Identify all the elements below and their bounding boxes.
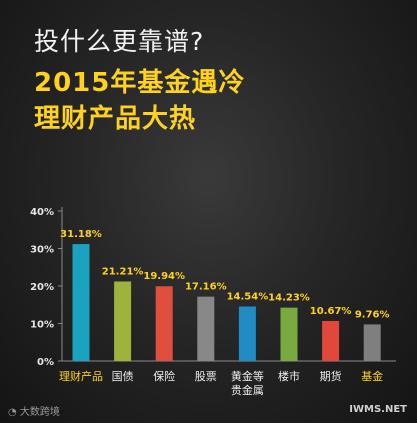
data-label: 9.76%	[355, 309, 390, 320]
data-label: 21.21%	[102, 266, 144, 277]
category-label: 楼市	[278, 369, 300, 383]
footer-logo: ◔ 大数跨境	[8, 407, 60, 418]
data-label: 14.23%	[268, 293, 310, 304]
bar	[280, 307, 298, 361]
logo-text: 大数跨境	[19, 407, 60, 418]
y-tick-label: 0%	[37, 357, 54, 368]
headline-line-2: 理财产品大热	[34, 104, 197, 134]
category-label: 保险	[153, 369, 175, 383]
bar	[238, 306, 256, 361]
bar	[363, 324, 381, 361]
category-label: 国债	[112, 369, 134, 383]
category-label: 理财产品	[59, 369, 103, 383]
headline-line-1: 2015年基金遇冷	[34, 68, 246, 98]
bar	[72, 244, 90, 361]
data-label: 19.94%	[143, 271, 185, 282]
y-tick-label: 30%	[30, 245, 54, 256]
bar	[155, 286, 173, 361]
category-label: 期货	[320, 369, 342, 383]
y-tick-label: 20%	[30, 282, 54, 293]
data-label: 31.18%	[60, 229, 102, 240]
watermark: IWMS.NET	[349, 404, 407, 415]
data-label: 14.54%	[227, 291, 269, 302]
bar	[197, 296, 215, 361]
data-label: 17.16%	[185, 282, 227, 293]
bar	[322, 320, 340, 361]
category-label: 贵金属	[231, 383, 264, 397]
data-label: 10.67%	[310, 306, 352, 317]
y-tick-label: 10%	[30, 320, 54, 331]
category-label: 股票	[195, 370, 217, 383]
category-label: 基金	[361, 369, 383, 383]
y-tick-label: 40%	[30, 207, 54, 218]
bar	[114, 281, 132, 361]
category-label: 黄金等	[231, 369, 264, 383]
question-title: 投什么更靠谱?	[34, 27, 205, 56]
